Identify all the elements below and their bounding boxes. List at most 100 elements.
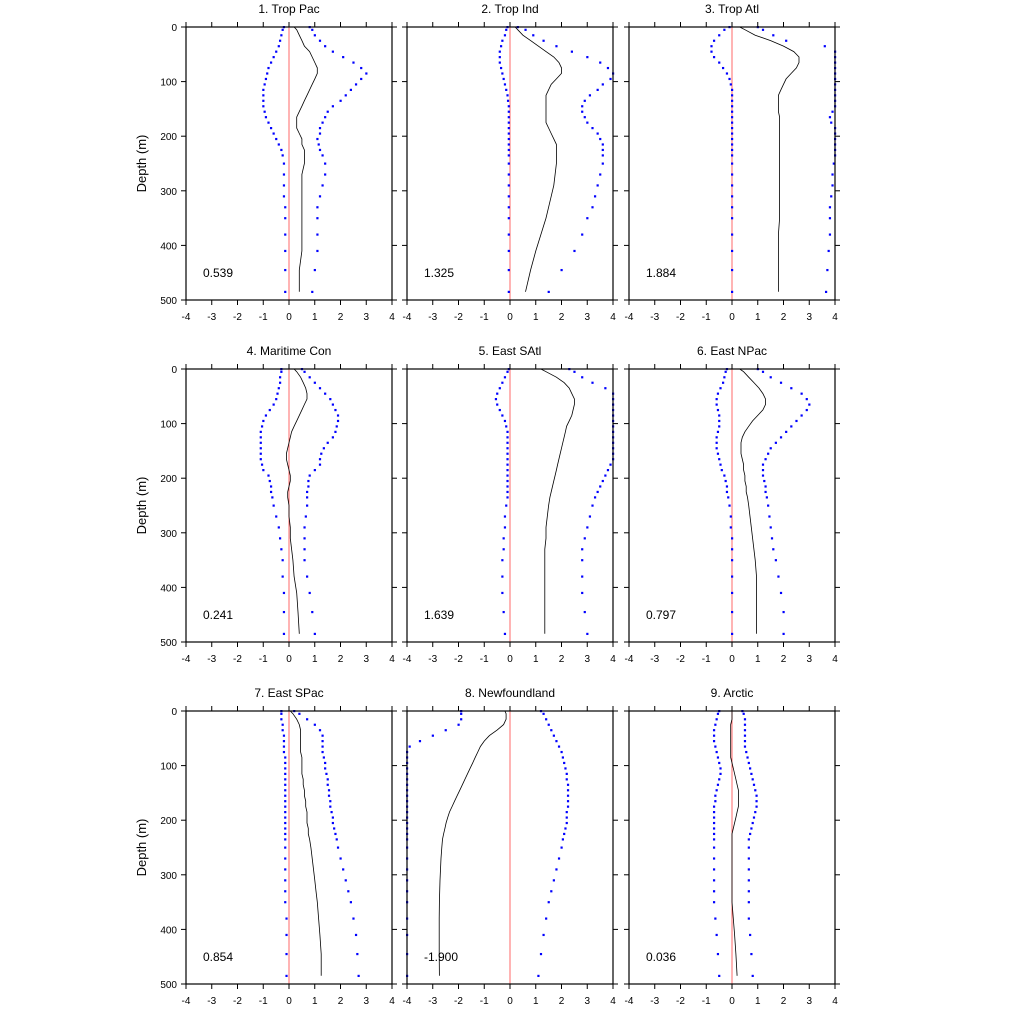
x-tick-label: 4 xyxy=(610,996,616,1007)
y-tick-label: 500 xyxy=(160,296,177,307)
bound-point xyxy=(321,121,324,124)
bound-point xyxy=(325,772,328,775)
bound-point xyxy=(596,88,599,91)
mean-line xyxy=(540,368,575,634)
bound-point xyxy=(712,811,716,814)
bound-point xyxy=(761,469,765,472)
bound-point xyxy=(715,789,718,792)
bound-point xyxy=(505,28,508,31)
bound-point xyxy=(321,734,324,737)
bound-point xyxy=(357,974,360,978)
bound-point xyxy=(284,217,287,220)
bound-point xyxy=(768,515,771,518)
bound-point xyxy=(280,712,283,715)
bound-point xyxy=(498,50,501,53)
bound-point xyxy=(277,45,280,48)
bound-point xyxy=(444,729,447,732)
bound-point xyxy=(782,632,785,636)
bound-point xyxy=(761,28,765,31)
bound-point xyxy=(593,195,597,198)
bound-point xyxy=(539,952,543,956)
bound-point xyxy=(723,28,726,31)
bound-point xyxy=(324,392,327,395)
bound-point xyxy=(731,206,734,209)
bound-point xyxy=(743,745,747,748)
bound-point xyxy=(715,933,718,937)
bound-point xyxy=(334,832,337,836)
bound-point xyxy=(284,767,287,770)
bound-point xyxy=(752,783,756,786)
bound-point xyxy=(282,195,286,198)
bound-point xyxy=(599,137,602,141)
bound-point xyxy=(507,249,510,253)
x-tick-label: -3 xyxy=(650,996,659,1007)
bound-point xyxy=(743,729,747,732)
bound-point xyxy=(591,127,594,130)
bound-point xyxy=(259,452,262,455)
bound-point xyxy=(318,729,322,732)
bound-point xyxy=(712,740,716,743)
bound-point xyxy=(501,575,504,578)
bound-point xyxy=(506,94,509,97)
bound-point xyxy=(731,127,734,130)
bound-point xyxy=(501,414,504,417)
y-tick-label: 100 xyxy=(160,78,177,89)
bound-point xyxy=(275,515,278,518)
bound-point xyxy=(267,474,270,477)
lower-bound-series xyxy=(280,710,288,978)
bound-point xyxy=(715,398,718,401)
bound-point xyxy=(731,610,734,614)
bound-point xyxy=(764,485,767,488)
x-tick-label: -4 xyxy=(182,996,191,1007)
x-tick-label: 0 xyxy=(286,312,292,323)
bound-point xyxy=(260,463,264,466)
bound-point xyxy=(731,559,734,562)
y-axis-label: Depth (m) xyxy=(134,819,149,877)
bound-point xyxy=(496,392,499,395)
x-tick-label: 1 xyxy=(533,996,539,1007)
bound-point xyxy=(712,827,716,830)
bound-point xyxy=(769,526,772,529)
bound-point xyxy=(269,490,273,494)
bound-point xyxy=(714,745,717,748)
bound-point xyxy=(259,458,262,461)
x-tick-label: 3 xyxy=(584,996,590,1007)
bound-point xyxy=(550,890,553,893)
bound-point xyxy=(318,195,322,198)
bound-point xyxy=(506,474,509,477)
bound-point xyxy=(506,485,509,488)
bound-point xyxy=(331,403,334,406)
bound-point xyxy=(284,789,287,792)
bound-point xyxy=(284,783,287,786)
bound-point xyxy=(712,890,716,893)
bound-point xyxy=(507,268,510,272)
x-tick-label: 4 xyxy=(389,312,395,323)
bound-point xyxy=(743,723,747,726)
bound-point xyxy=(344,879,347,882)
panel-title: 5. East SAtl xyxy=(479,344,542,358)
bound-point xyxy=(772,34,775,37)
bound-point xyxy=(750,772,753,775)
x-tick-label: -1 xyxy=(480,312,489,323)
bound-point xyxy=(339,99,342,102)
bound-point xyxy=(731,632,734,636)
bound-point xyxy=(318,39,322,42)
bound-point xyxy=(259,430,262,433)
bound-point xyxy=(566,800,570,803)
bound-point xyxy=(731,184,734,187)
bound-point xyxy=(303,559,306,562)
bound-point xyxy=(333,827,336,830)
upper-bound-series xyxy=(300,368,340,636)
bound-point xyxy=(282,610,286,614)
panel-title: 1. Trop Pac xyxy=(258,2,319,16)
bound-point xyxy=(731,88,734,91)
y-tick-label: 100 xyxy=(160,762,177,773)
bound-point xyxy=(507,162,510,165)
bound-point xyxy=(750,827,753,830)
bound-point xyxy=(714,917,717,920)
bound-point xyxy=(586,121,589,124)
y-tick-label: 200 xyxy=(160,132,177,143)
bound-point xyxy=(583,537,586,540)
lower-bound-series xyxy=(262,26,287,294)
bound-point xyxy=(731,105,734,108)
